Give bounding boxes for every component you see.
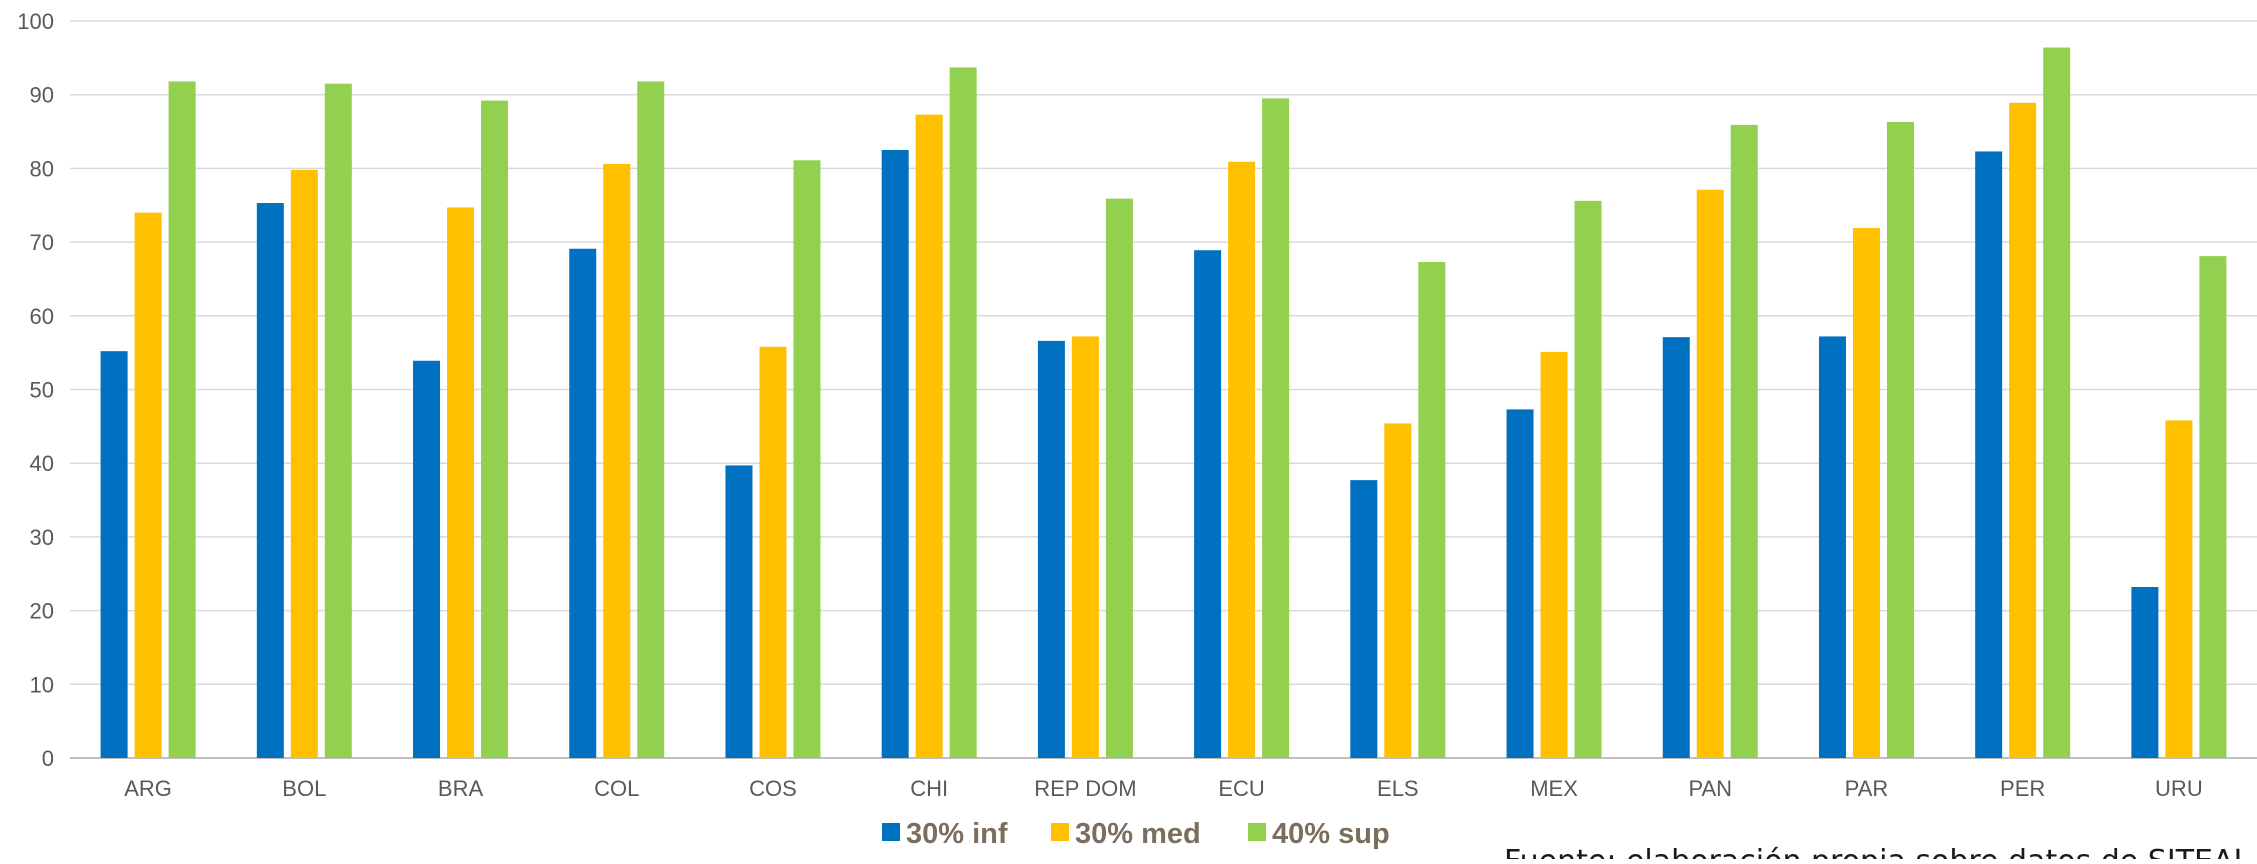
legend-label-1: 30% inf [906, 818, 1008, 850]
x-tick-label-els: ELS [1377, 776, 1419, 801]
bar-ecu-series-1 [1194, 250, 1222, 758]
bar-els-series-3 [1418, 261, 1446, 758]
x-tick-label-chi: CHI [910, 776, 948, 801]
bar-bra-series-3 [481, 100, 509, 758]
bar-bol-series-1 [256, 203, 284, 758]
bar-arg-series-3 [168, 81, 196, 758]
bar-col-series-3 [637, 81, 665, 758]
bar-mex-series-3 [1574, 200, 1602, 758]
bar-bra-series-2 [447, 207, 475, 758]
gridlines [70, 20, 2257, 759]
x-tick-label-ecu: ECU [1218, 776, 1264, 801]
bar-chi-series-3 [949, 67, 977, 758]
x-tick-label-cos: COS [749, 776, 797, 801]
bar-per-series-2 [2009, 102, 2037, 758]
y-tick-label-20: 20 [30, 599, 54, 624]
legend-swatch-2 [1051, 823, 1069, 841]
x-tick-label-uru: URU [2155, 776, 2203, 801]
y-tick-label-100: 100 [17, 9, 54, 34]
legend-swatch-1 [882, 823, 900, 841]
y-tick-label-80: 80 [30, 156, 54, 181]
bar-bra-series-1 [413, 360, 441, 758]
bar-cos-series-1 [725, 465, 753, 758]
bar-per-series-3 [2043, 47, 2071, 759]
bar-els-series-1 [1350, 480, 1378, 758]
bars [100, 47, 2227, 759]
bar-cos-series-3 [793, 160, 821, 759]
bar-rep-dom-series-1 [1037, 340, 1065, 758]
bar-col-series-2 [603, 163, 631, 758]
bar-arg-series-1 [100, 351, 128, 758]
bar-rep-dom-series-2 [1071, 336, 1099, 758]
x-tick-label-mex: MEX [1530, 776, 1578, 801]
bar-pan-series-3 [1730, 124, 1758, 759]
bar-col-series-1 [569, 248, 597, 758]
bar-rep-dom-series-3 [1105, 198, 1133, 758]
bar-par-series-3 [1886, 121, 1914, 759]
bar-uru-series-3 [2199, 256, 2227, 758]
y-tick-label-0: 0 [42, 746, 54, 771]
legend-swatch-3 [1248, 823, 1266, 841]
legend-label-3: 40% sup [1272, 818, 1390, 850]
x-tick-label-pan: PAN [1688, 776, 1732, 801]
bar-par-series-1 [1818, 336, 1846, 758]
bar-arg-series-2 [134, 212, 162, 758]
bar-ecu-series-3 [1262, 98, 1290, 758]
bar-bol-series-3 [324, 83, 352, 758]
x-tick-label-bol: BOL [282, 776, 326, 801]
x-tick-label-arg: ARG [124, 776, 172, 801]
bar-chi-series-2 [915, 114, 943, 758]
bar-mex-series-2 [1540, 351, 1568, 758]
y-axis-ticks: 0 10 20 30 40 50 60 70 80 90 100 [17, 9, 54, 771]
source-annotation: Fuente: elaboración propia sobre datos d… [1504, 844, 2250, 859]
bar-els-series-2 [1384, 423, 1412, 758]
y-tick-label-60: 60 [30, 304, 54, 329]
legend: 30% inf 30% med 40% sup [882, 818, 1390, 850]
x-tick-label-col: COL [594, 776, 639, 801]
legend-label-2: 30% med [1075, 818, 1201, 850]
bar-bol-series-2 [290, 169, 318, 758]
y-tick-label-50: 50 [30, 378, 54, 403]
x-tick-label-per: PER [2000, 776, 2045, 801]
bar-pan-series-1 [1662, 337, 1690, 758]
y-tick-label-10: 10 [30, 672, 54, 697]
bar-uru-series-1 [2131, 587, 2159, 758]
bar-per-series-1 [1975, 151, 2003, 759]
y-tick-label-30: 30 [30, 525, 54, 550]
bar-chi-series-1 [881, 149, 909, 759]
bar-par-series-2 [1852, 228, 1880, 759]
x-axis-ticks: ARG BOL BRA COL COS CHI REP DOM ECU ELS MEX PAN PAR… [124, 776, 2202, 801]
bar-cos-series-2 [759, 346, 787, 758]
y-tick-label-70: 70 [30, 230, 54, 255]
bar-pan-series-2 [1696, 189, 1724, 758]
y-tick-label-90: 90 [30, 83, 54, 108]
x-tick-label-rep-dom: REP DOM [1034, 776, 1136, 801]
bar-mex-series-1 [1506, 409, 1534, 758]
bar-uru-series-2 [2165, 420, 2193, 758]
bar-ecu-series-2 [1228, 161, 1256, 759]
y-tick-label-40: 40 [30, 451, 54, 476]
x-tick-label-bra: BRA [438, 776, 484, 801]
x-tick-label-par: PAR [1845, 776, 1889, 801]
